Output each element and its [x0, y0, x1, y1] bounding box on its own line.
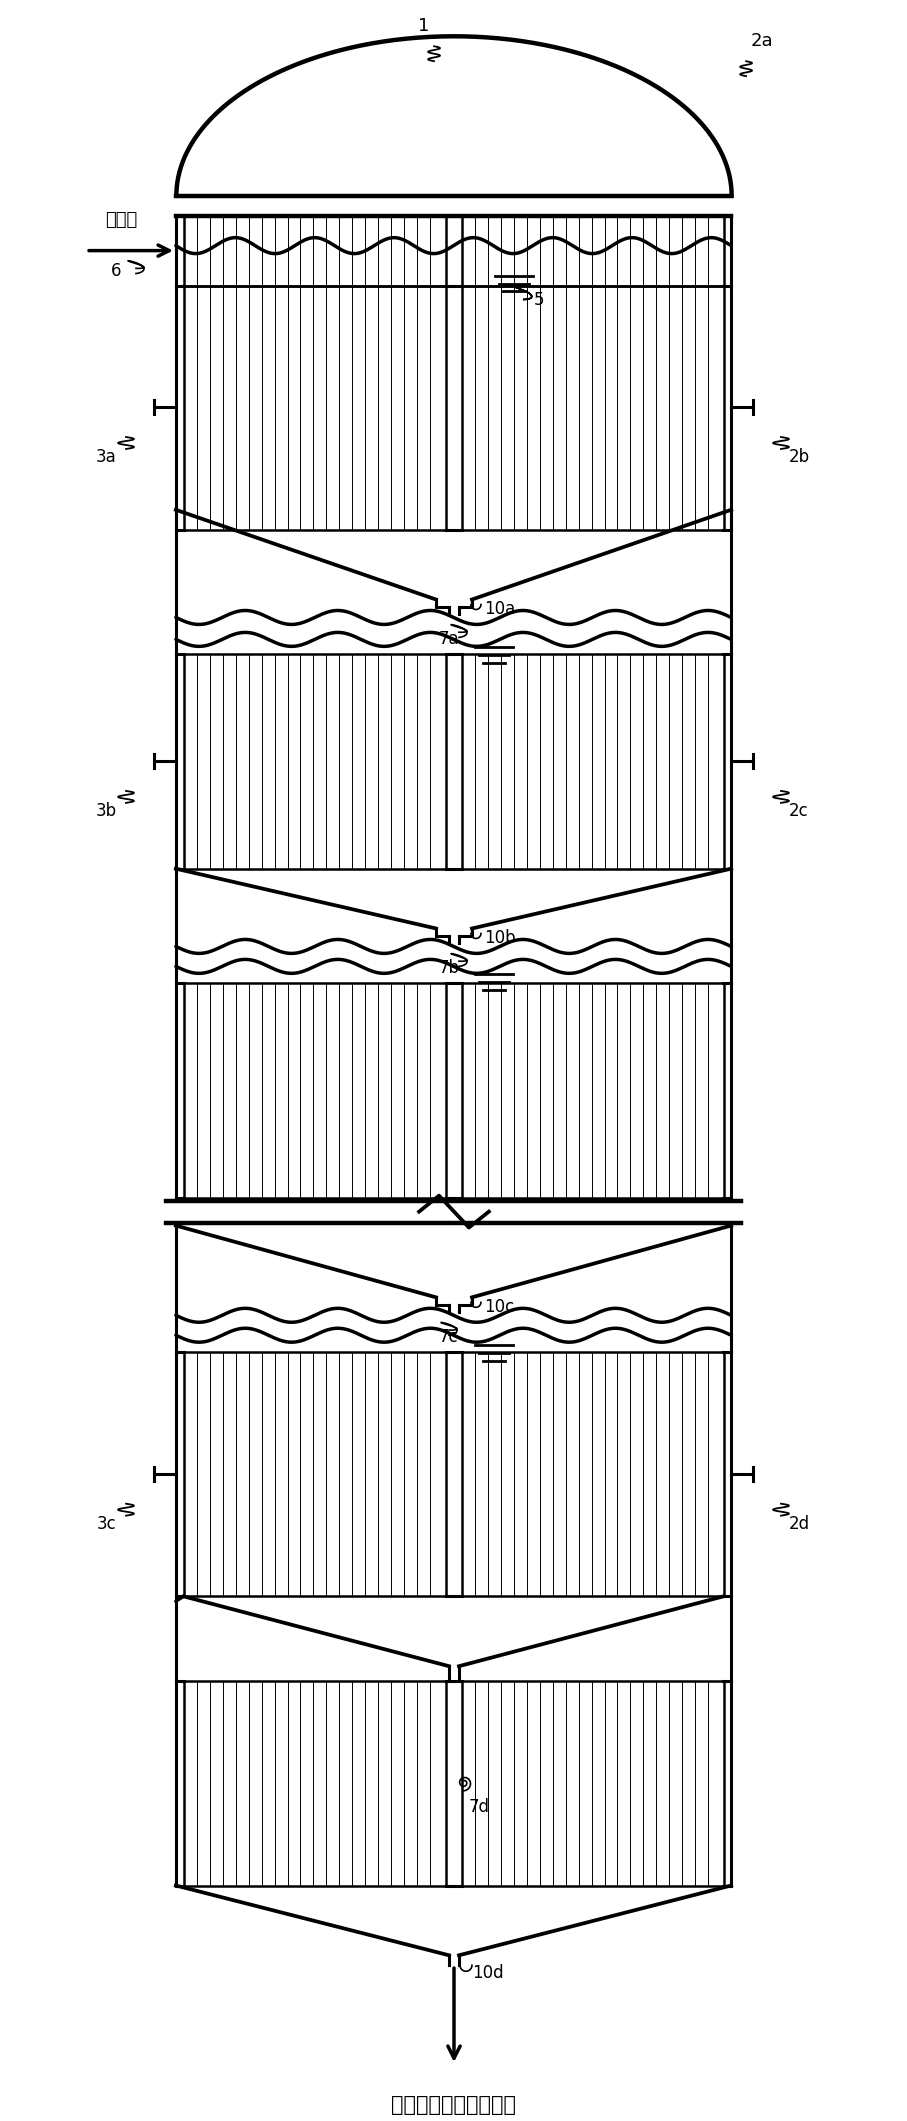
Text: 7a: 7a — [439, 630, 460, 649]
Text: 7b: 7b — [439, 959, 460, 978]
Text: 通入第二阶段反应单元: 通入第二阶段反应单元 — [392, 2096, 516, 2115]
Text: 2b: 2b — [788, 448, 810, 467]
Text: 6: 6 — [111, 261, 122, 280]
Text: 10a: 10a — [484, 600, 515, 619]
Text: 3b: 3b — [95, 802, 117, 821]
Text: 2d: 2d — [788, 1514, 810, 1533]
Text: 7d: 7d — [469, 1799, 490, 1816]
Text: 2a: 2a — [751, 32, 774, 51]
Text: 3c: 3c — [96, 1514, 116, 1533]
Text: 10b: 10b — [484, 929, 515, 948]
Text: 1: 1 — [418, 17, 430, 36]
Text: 盐溶液: 盐溶液 — [105, 210, 137, 229]
Text: 3a: 3a — [96, 448, 116, 467]
Text: 7c: 7c — [439, 1328, 459, 1347]
Text: 10d: 10d — [472, 1964, 503, 1983]
Text: 5: 5 — [533, 291, 544, 310]
Text: 10c: 10c — [484, 1298, 514, 1317]
Text: 2c: 2c — [789, 802, 809, 821]
